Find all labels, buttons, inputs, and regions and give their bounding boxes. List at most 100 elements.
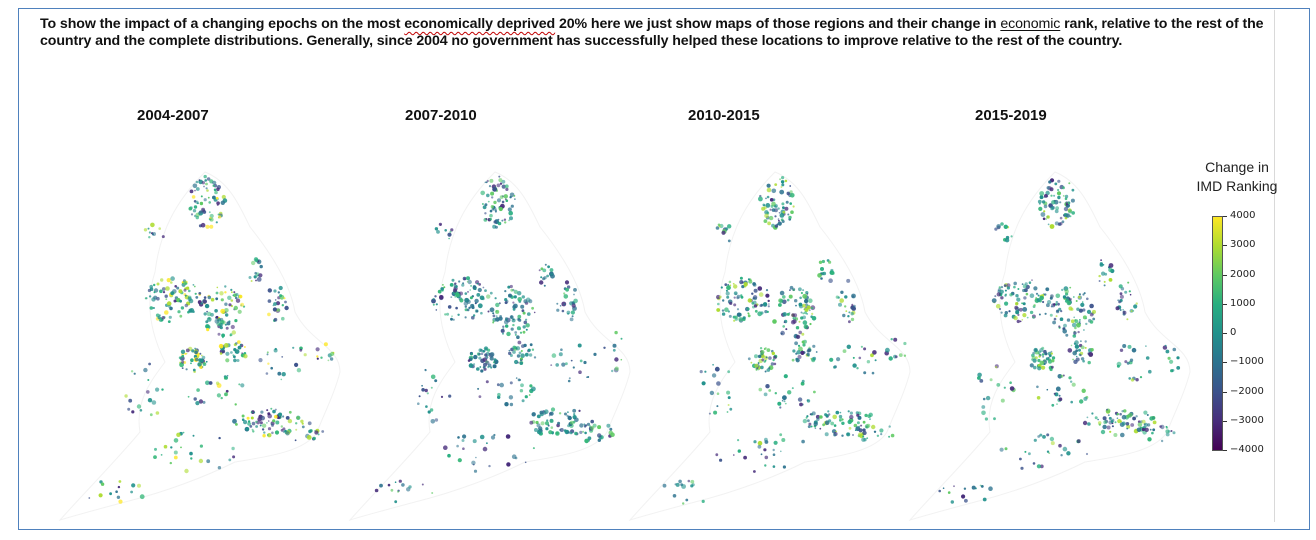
region-dot <box>681 484 686 489</box>
region-dot <box>1143 423 1146 426</box>
region-dot <box>1006 286 1010 290</box>
region-dot <box>118 480 122 483</box>
region-dot <box>157 316 161 320</box>
region-dot <box>190 213 194 216</box>
region-dot <box>454 295 457 298</box>
region-dot <box>571 315 574 318</box>
region-dot <box>218 436 221 440</box>
region-dot <box>192 183 198 189</box>
region-dot <box>1037 358 1041 363</box>
region-dot <box>1050 352 1053 355</box>
region-dot <box>280 428 284 432</box>
region-dot <box>216 201 220 205</box>
region-dot <box>546 419 549 422</box>
region-dot <box>1084 346 1087 349</box>
region-dot <box>1010 235 1013 238</box>
region-dot <box>484 203 488 207</box>
region-dot <box>758 387 763 392</box>
region-dot <box>1087 360 1091 365</box>
region-dot <box>206 328 210 332</box>
region-dot <box>807 348 811 353</box>
region-dot <box>771 201 776 207</box>
region-dot <box>195 187 200 191</box>
region-dot <box>1053 303 1056 306</box>
region-dot <box>1114 421 1117 424</box>
region-dot <box>835 430 837 433</box>
region-dot <box>477 303 483 309</box>
region-dot <box>250 280 253 282</box>
region-dot <box>586 422 591 426</box>
region-dot <box>277 291 280 294</box>
region-dot <box>747 357 751 361</box>
region-dot <box>872 350 877 355</box>
region-dot <box>856 413 860 417</box>
region-dot <box>281 316 285 321</box>
region-dot <box>1058 397 1063 402</box>
region-dot <box>797 397 803 402</box>
region-dot <box>795 352 798 355</box>
region-dot <box>473 469 478 473</box>
region-dot <box>791 313 795 317</box>
region-dot <box>1078 320 1081 323</box>
region-dot <box>757 286 763 291</box>
region-dot <box>167 320 171 323</box>
region-dot <box>517 314 522 319</box>
region-dot <box>1123 409 1127 413</box>
region-dot <box>747 298 752 303</box>
region-dot <box>234 319 238 323</box>
region-dot <box>513 303 518 309</box>
region-dot <box>272 409 276 414</box>
region-dot <box>531 386 536 392</box>
region-dot <box>1060 374 1064 378</box>
region-dot <box>1080 302 1085 307</box>
region-dot <box>1130 423 1135 427</box>
region-dot <box>779 299 784 304</box>
region-dot <box>996 224 1001 229</box>
region-dot <box>774 224 779 228</box>
region-dot <box>804 308 809 312</box>
region-dot <box>1046 215 1050 219</box>
region-dot <box>1063 206 1069 212</box>
region-dot <box>774 392 777 395</box>
region-dot <box>124 394 128 398</box>
region-dot <box>206 317 212 322</box>
region-dot <box>459 298 464 303</box>
region-dot <box>1065 333 1069 337</box>
region-dot <box>1073 342 1077 345</box>
region-dot <box>243 352 247 355</box>
region-dot <box>841 434 844 437</box>
region-dot <box>713 410 718 415</box>
region-dot <box>809 413 812 416</box>
region-dot <box>191 195 196 199</box>
region-dot <box>777 401 782 406</box>
region-dot <box>1072 350 1077 356</box>
region-dot <box>597 425 602 430</box>
region-dot <box>750 361 753 364</box>
region-dot <box>804 299 809 304</box>
region-dot <box>888 356 893 361</box>
region-dot <box>816 417 820 421</box>
region-dot <box>1088 352 1094 357</box>
region-dot <box>728 280 732 284</box>
region-dot <box>205 182 208 186</box>
region-dot <box>455 285 458 288</box>
region-dot <box>450 317 453 321</box>
region-dot <box>761 358 765 362</box>
region-dot <box>504 198 507 201</box>
region-dot <box>1028 452 1031 456</box>
region-dot <box>472 314 476 317</box>
region-dot <box>802 293 808 299</box>
region-dot <box>620 337 623 340</box>
region-dot <box>938 489 941 493</box>
region-dot <box>212 180 217 185</box>
region-dot <box>527 312 531 316</box>
region-dot <box>1085 322 1088 326</box>
colorbar-tick-mark <box>1223 391 1227 393</box>
region-dot <box>481 297 485 301</box>
region-dot <box>170 291 175 296</box>
region-dot <box>810 425 813 428</box>
region-dot <box>387 483 391 487</box>
region-dot <box>1029 293 1035 298</box>
region-dot <box>195 180 199 184</box>
region-dot <box>779 213 785 218</box>
